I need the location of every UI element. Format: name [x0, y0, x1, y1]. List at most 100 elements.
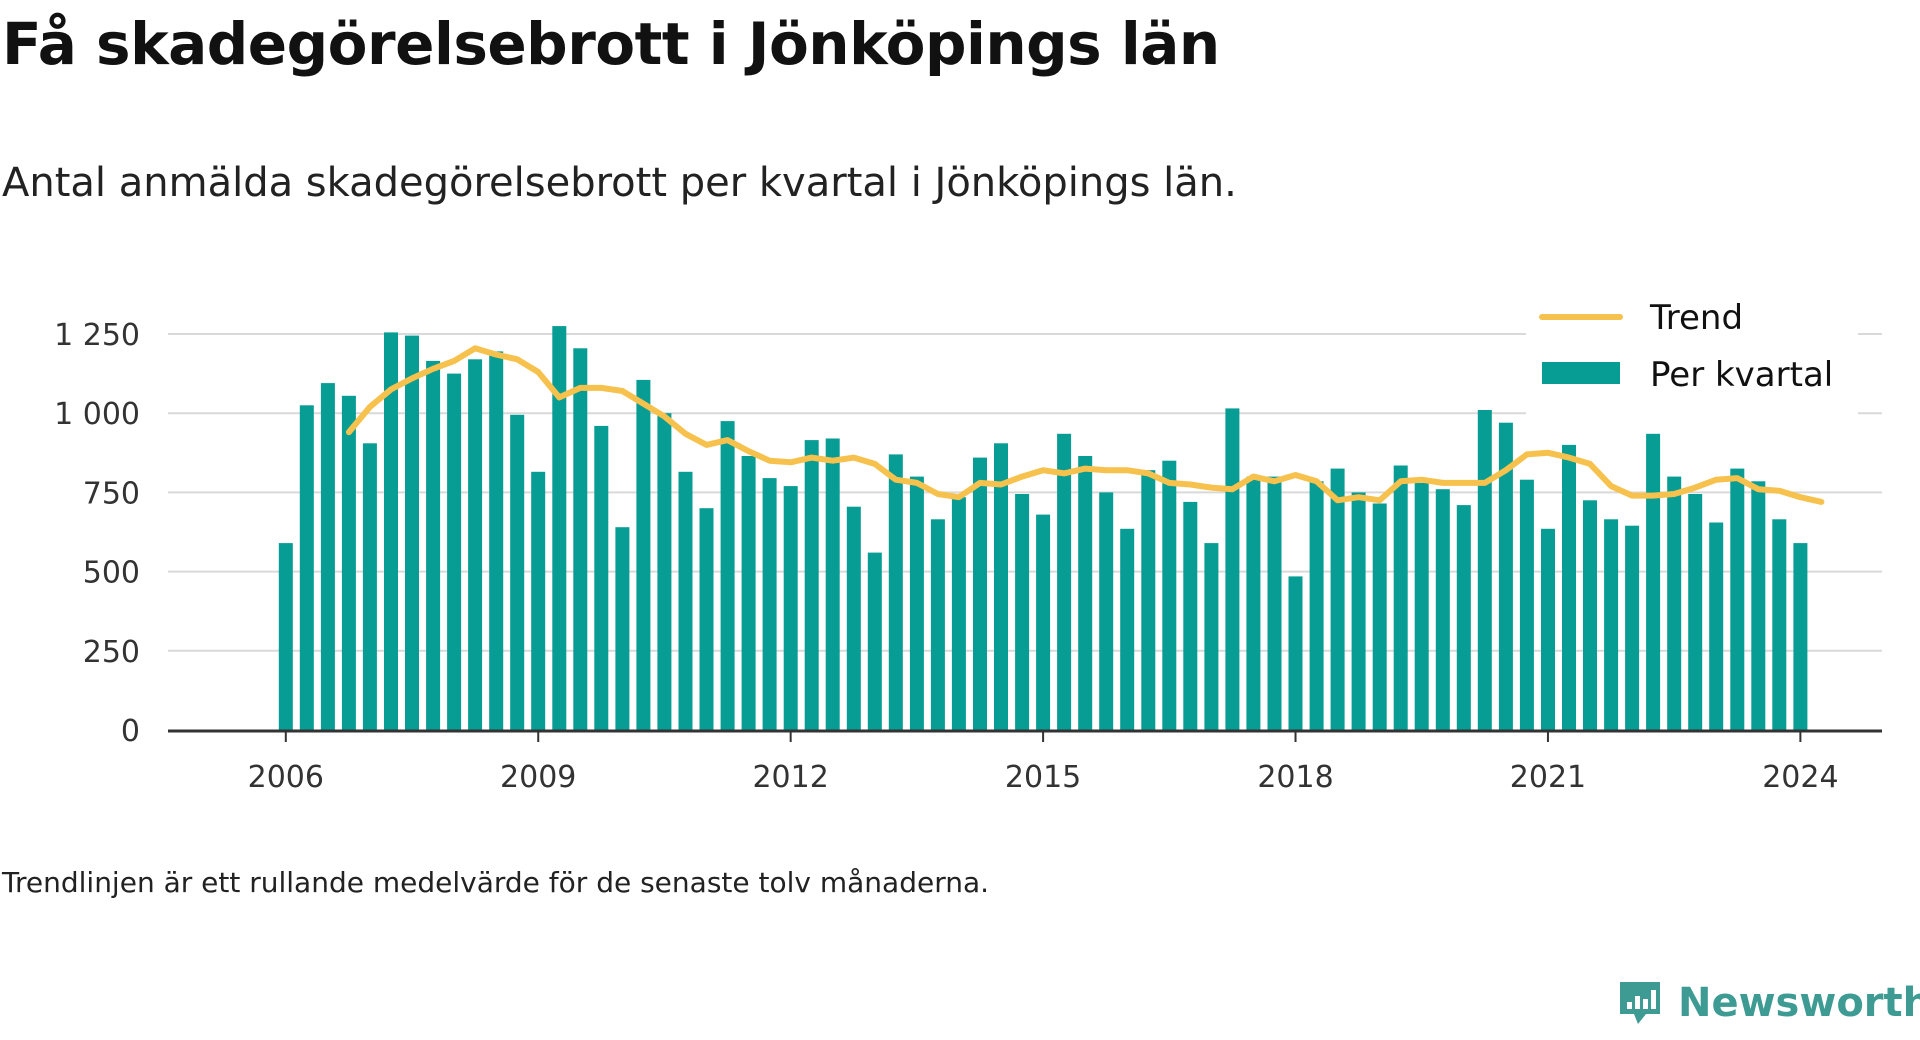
bar — [1246, 476, 1261, 730]
bar — [1099, 492, 1114, 730]
bar — [741, 456, 756, 730]
bar — [1183, 501, 1198, 730]
bar — [783, 486, 798, 730]
newsworthy-logo-icon — [1620, 982, 1660, 1024]
bar — [1646, 433, 1661, 730]
bar — [594, 425, 609, 730]
bar — [1162, 460, 1177, 730]
legend-bar-swatch — [1542, 362, 1620, 384]
bar — [1393, 465, 1408, 730]
bar — [867, 552, 882, 730]
x-tick-label: 2009 — [500, 760, 576, 795]
bar — [657, 413, 672, 730]
y-tick-label: 500 — [83, 556, 140, 591]
footnote: Trendlinjen är ett rullande medelvärde f… — [2, 866, 990, 899]
bar — [341, 395, 356, 730]
bar — [1351, 492, 1366, 730]
bar — [909, 476, 924, 730]
bar — [951, 497, 966, 730]
bar — [573, 348, 588, 730]
bar — [994, 443, 1008, 730]
trend-line — [345, 345, 1825, 505]
legend-background — [1526, 288, 1858, 416]
bar — [636, 379, 651, 730]
bar — [1057, 433, 1072, 730]
bar — [1015, 494, 1030, 730]
bar-series — [278, 326, 1808, 730]
bar — [468, 359, 483, 730]
bar — [405, 335, 419, 730]
bar — [699, 508, 714, 730]
bar — [1688, 494, 1703, 730]
bar — [278, 543, 293, 730]
bar — [362, 443, 377, 730]
bar — [1330, 468, 1345, 730]
page-subtitle: Antal anmälda skadegörelsebrott per kvar… — [2, 160, 1237, 206]
x-axis-ticks: 2006 2009 2012 2015 2018 2021 2024 — [248, 731, 1839, 795]
bar — [1435, 489, 1450, 730]
bar — [1625, 525, 1640, 730]
bar — [1604, 519, 1619, 730]
bar — [1583, 500, 1597, 730]
x-tick-label: 2024 — [1762, 760, 1838, 795]
bar — [1793, 543, 1808, 730]
legend: Trend Per kvartal — [1526, 288, 1858, 416]
bar — [1078, 456, 1093, 730]
bar — [804, 440, 819, 730]
bar — [1667, 476, 1682, 730]
trend-series — [345, 345, 1825, 505]
x-tick-label: 2021 — [1510, 760, 1586, 795]
bar — [1225, 408, 1240, 730]
bar — [615, 527, 630, 730]
bar — [762, 478, 777, 730]
bar — [1036, 514, 1051, 730]
bar — [720, 421, 735, 730]
y-tick-label: 0 — [121, 714, 140, 749]
bar — [1751, 481, 1766, 730]
bar — [447, 373, 462, 730]
bar — [552, 326, 567, 730]
brand-logo[interactable]: Newsworthy — [1616, 980, 1920, 1026]
bar — [1204, 543, 1219, 730]
y-tick-label: 250 — [83, 635, 140, 670]
bar — [1772, 519, 1787, 730]
y-tick-label: 750 — [83, 476, 140, 511]
bar — [299, 405, 314, 730]
legend-trend-label: Trend — [1649, 298, 1743, 338]
bar — [1477, 410, 1492, 730]
legend-bar-label: Per kvartal — [1650, 355, 1833, 395]
bar — [1309, 481, 1324, 730]
y-axis-ticks: 0 250 500 750 1 000 1 250 — [54, 318, 140, 749]
x-tick-label: 2006 — [248, 760, 324, 795]
x-tick-label: 2015 — [1005, 760, 1081, 795]
bar — [930, 519, 945, 730]
bar — [320, 383, 335, 730]
bar — [1541, 528, 1555, 730]
bar — [489, 351, 504, 730]
y-tick-label: 1 250 — [54, 318, 140, 353]
bar — [678, 471, 693, 730]
bar — [510, 414, 525, 730]
bar — [973, 457, 987, 730]
bar — [1730, 468, 1745, 730]
bar — [1267, 476, 1282, 730]
bar — [426, 360, 441, 730]
bar — [888, 454, 903, 730]
page-title: Få skadegörelsebrott i Jönköpings län — [2, 10, 1220, 78]
bar — [531, 471, 546, 730]
bar — [1562, 444, 1576, 730]
y-tick-label: 1 000 — [54, 397, 140, 432]
brand-name: Newsworthy — [1678, 980, 1920, 1026]
bar — [1372, 503, 1387, 730]
bar — [1498, 422, 1513, 730]
bar — [1709, 522, 1724, 730]
x-tick-label: 2012 — [752, 760, 828, 795]
bar — [384, 332, 398, 730]
bar — [1456, 505, 1471, 730]
bar — [846, 506, 861, 730]
x-tick-label: 2018 — [1257, 760, 1333, 795]
bar — [1519, 479, 1534, 730]
bar — [1414, 482, 1429, 730]
bar — [1120, 528, 1135, 730]
